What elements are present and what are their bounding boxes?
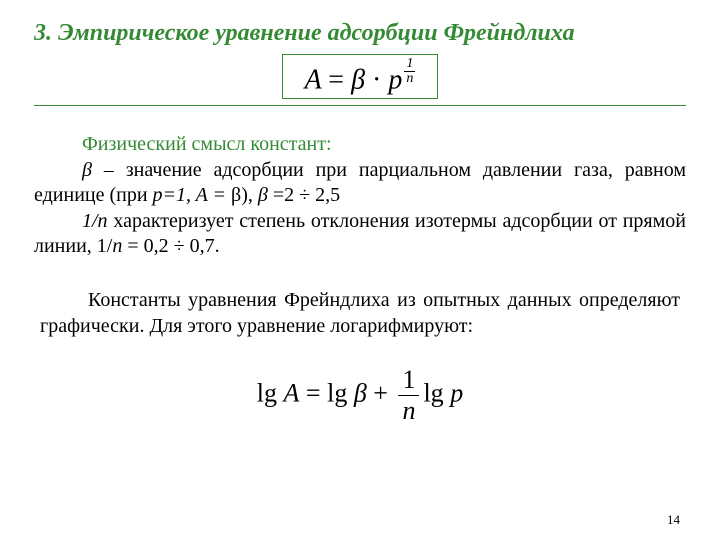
inv-n-paragraph: 1/n характеризует степень отклонения изо… [34,209,686,260]
beta-symbol: β [82,159,92,181]
log-frac-num: 1 [398,367,419,396]
page-number: 14 [667,512,680,528]
beta-paren: ), [241,184,258,206]
log-beta: β [354,379,367,408]
phys-heading: Физический смысл констант: [34,132,686,158]
eq-equals: = [328,64,344,95]
eq-dot: · [372,64,381,95]
inv-n-symbol: 1/n [82,210,108,232]
inv-n-n: n [112,235,122,257]
log-equation: lg A = lg β + 1nlg p [34,367,686,424]
main-equation-container: A = β · p1n [34,54,686,99]
lg1: lg [257,379,284,408]
eq-beta: β [351,64,365,95]
title-text: 3. Эмпирическое уравнение адсорбции Фрей… [34,20,575,46]
divider [34,105,686,106]
eq-exp-num: 1 [404,57,415,72]
inv-n-range: = 0,2 ÷ 0,7. [122,235,219,257]
log-frac: 1n [398,367,419,424]
lg2: lg [327,379,354,408]
body-block-2: Константы уравнения Фрейндлиха из опытны… [34,288,686,339]
beta-range: 2 ÷ 2,5 [284,184,340,206]
spacer [34,260,686,288]
constants-paragraph: Константы уравнения Фрейндлиха из опытны… [40,288,680,339]
eq-p: p [388,64,402,95]
beta-val-sym: β [231,184,241,206]
eq-lhs: A [305,64,322,95]
beta-sym2: β [258,184,273,206]
log-A: A [284,379,300,408]
slide-title: 3. Эмпирическое уравнение адсорбции Фрей… [34,18,686,48]
main-equation-box: A = β · p1n [282,54,439,99]
log-p: p [450,379,463,408]
beta-paragraph: β – значение адсорбции при парциальном д… [34,158,686,209]
beta-cond: p=1, A = [153,184,232,206]
log-eq: = [299,379,327,408]
body-block-1: Физический смысл констант: β – значение … [34,132,686,260]
beta-text-1: – значение адсорбции при парциальном дав… [34,159,686,207]
log-frac-den: n [398,396,419,424]
eq-exp-den: n [404,72,415,86]
lg3: lg [423,379,450,408]
slide: 3. Эмпирическое уравнение адсорбции Фрей… [0,0,720,540]
beta-eq: = [273,184,284,206]
log-plus: + [367,379,395,408]
eq-exponent: 1n [402,57,415,86]
